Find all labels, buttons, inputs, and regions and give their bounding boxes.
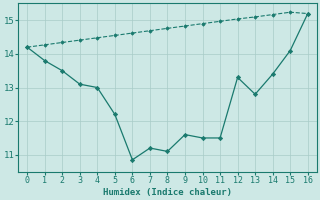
X-axis label: Humidex (Indice chaleur): Humidex (Indice chaleur) xyxy=(103,188,232,197)
